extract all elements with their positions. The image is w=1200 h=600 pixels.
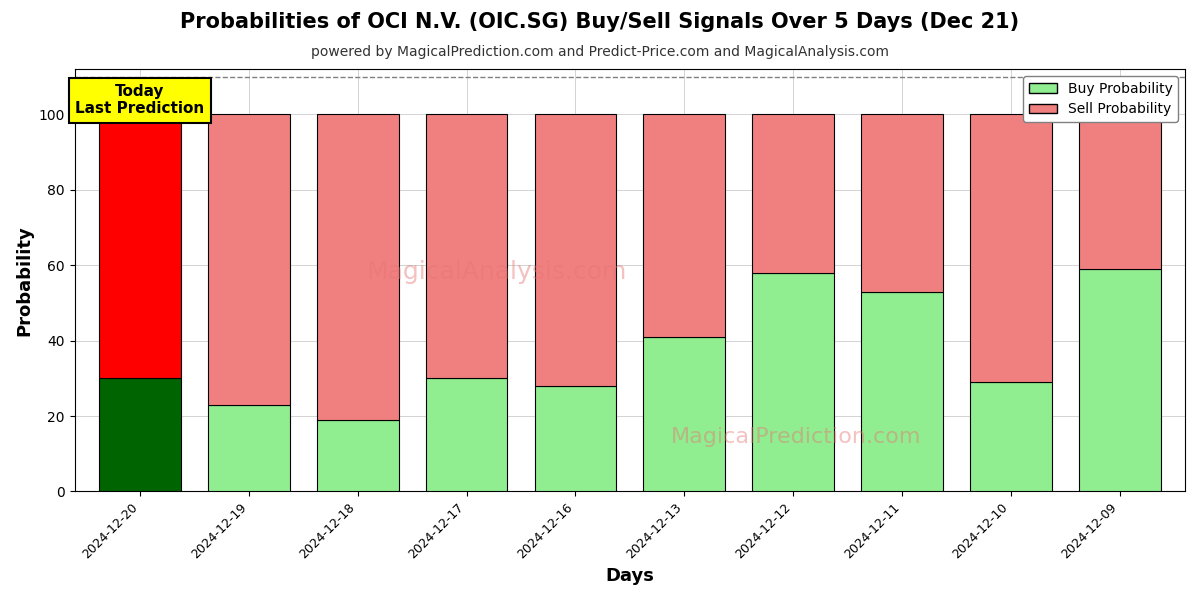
Bar [1079, 269, 1160, 491]
Bar [426, 378, 508, 491]
Bar [317, 114, 398, 420]
Bar [643, 114, 725, 337]
Bar [862, 292, 943, 491]
Bar [534, 386, 617, 491]
Bar [100, 114, 181, 378]
Text: MagicalPrediction.com: MagicalPrediction.com [671, 427, 922, 446]
Bar [426, 114, 508, 378]
Bar [208, 404, 289, 491]
Bar [970, 114, 1051, 382]
X-axis label: Days: Days [605, 567, 654, 585]
Text: Probabilities of OCI N.V. (OIC.SG) Buy/Sell Signals Over 5 Days (Dec 21): Probabilities of OCI N.V. (OIC.SG) Buy/S… [180, 12, 1020, 32]
Legend: Buy Probability, Sell Probability: Buy Probability, Sell Probability [1024, 76, 1178, 122]
Bar [208, 114, 289, 404]
Bar [643, 337, 725, 491]
Bar [534, 114, 617, 386]
Bar [752, 272, 834, 491]
Bar [752, 114, 834, 272]
Bar [862, 114, 943, 292]
Bar [100, 378, 181, 491]
Text: powered by MagicalPrediction.com and Predict-Price.com and MagicalAnalysis.com: powered by MagicalPrediction.com and Pre… [311, 45, 889, 59]
Y-axis label: Probability: Probability [16, 225, 34, 335]
Bar [1079, 114, 1160, 269]
Bar [317, 420, 398, 491]
Text: Today
Last Prediction: Today Last Prediction [76, 84, 204, 116]
Text: MagicalAnalysis.com: MagicalAnalysis.com [366, 260, 626, 284]
Bar [970, 382, 1051, 491]
